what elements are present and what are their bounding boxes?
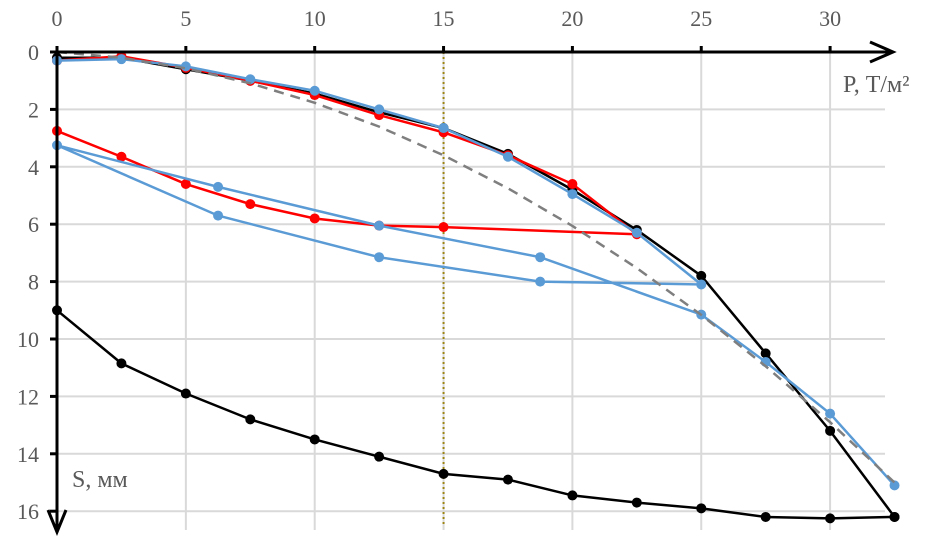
data-point xyxy=(696,270,707,281)
data-point xyxy=(374,220,385,231)
data-point xyxy=(438,123,449,134)
y-tick-label: 2 xyxy=(28,97,39,122)
y-axis-arrow-icon xyxy=(46,509,68,536)
y-axis-label: S, мм xyxy=(72,467,128,493)
y-tick-label: 16 xyxy=(17,499,39,524)
data-point xyxy=(180,61,191,72)
x-tick-label: 30 xyxy=(819,6,841,31)
x-axis-label: P, Т/м² xyxy=(843,72,909,98)
series-line xyxy=(56,309,895,520)
x-tick-label: 15 xyxy=(433,6,455,31)
x-tick-label: 10 xyxy=(304,6,326,31)
data-point xyxy=(502,474,513,485)
x-tick-label: 5 xyxy=(180,6,191,31)
y-tick-label: 10 xyxy=(17,327,39,352)
data-point xyxy=(438,468,449,479)
x-axis-arrow-icon xyxy=(869,40,897,64)
y-tick-label: 12 xyxy=(17,384,39,409)
data-point xyxy=(825,425,836,436)
series-line xyxy=(57,56,896,518)
series-line xyxy=(56,55,641,236)
data-point xyxy=(309,85,320,96)
data-point xyxy=(567,490,578,501)
data-point xyxy=(374,451,385,462)
series-black-bottom xyxy=(52,305,900,524)
data-point xyxy=(213,210,224,221)
data-point xyxy=(245,199,256,210)
data-point xyxy=(889,480,900,491)
series-blue xyxy=(52,54,900,491)
data-point xyxy=(374,252,385,263)
series-line xyxy=(56,57,896,487)
data-point xyxy=(760,348,771,359)
data-point xyxy=(502,151,513,162)
data-point xyxy=(825,513,836,524)
data-point xyxy=(116,358,127,369)
data-point xyxy=(245,414,256,425)
data-point xyxy=(180,179,191,190)
data-point xyxy=(567,179,578,190)
data-point xyxy=(180,388,191,399)
data-point xyxy=(696,279,707,290)
data-point xyxy=(309,213,320,224)
data-point xyxy=(696,503,707,514)
series-red xyxy=(52,51,642,240)
data-point xyxy=(535,252,546,263)
data-point xyxy=(567,189,578,200)
y-tick-label: 6 xyxy=(28,212,39,237)
data-point xyxy=(116,54,127,65)
data-point xyxy=(374,104,385,115)
data-point xyxy=(631,497,642,508)
data-point xyxy=(438,222,449,233)
y-tick-label: 0 xyxy=(28,40,39,65)
series-black-loading xyxy=(52,52,900,522)
x-tick-label: 0 xyxy=(52,6,63,31)
y-tick-label: 14 xyxy=(17,442,39,467)
data-point xyxy=(116,151,127,162)
series-line xyxy=(56,50,896,484)
y-tick-label: 4 xyxy=(28,155,39,180)
x-tick-label: 25 xyxy=(690,6,712,31)
y-tick-label: 8 xyxy=(28,270,39,295)
data-point xyxy=(760,511,771,522)
series-dashed-approximation xyxy=(56,50,896,484)
data-point xyxy=(825,408,836,419)
data-point xyxy=(213,181,224,192)
data-point xyxy=(535,276,546,287)
x-tick-label: 20 xyxy=(561,6,583,31)
data-point xyxy=(889,511,900,522)
data-point xyxy=(631,227,642,238)
data-point xyxy=(309,434,320,445)
